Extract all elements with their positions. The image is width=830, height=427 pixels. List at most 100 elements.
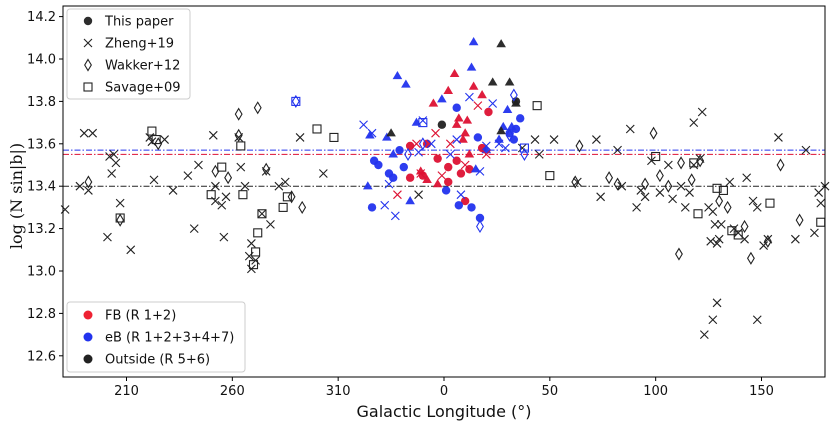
- data-point-savage-09-square: [251, 247, 261, 257]
- data-point-wakker-12-diamond: [418, 137, 427, 151]
- data-point-savage-09-square: [291, 96, 301, 106]
- data-point-zheng-19-x: [380, 200, 390, 210]
- data-point-wakker-12-diamond: [664, 179, 673, 193]
- legend-region-dot-icon: [83, 332, 93, 342]
- data-point-this-paper-triangle: [502, 104, 513, 114]
- data-point-zheng-19-x: [481, 150, 491, 159]
- legend-samples-label: This paper: [104, 15, 174, 30]
- data-point-zheng-19-x: [465, 92, 474, 102]
- data-point-wakker-12-diamond: [613, 177, 622, 191]
- legend-regions-label: eB (R 1+2+3+4+7): [105, 331, 234, 346]
- data-point-zheng-19-x: [437, 171, 447, 180]
- x-tick-label: 0: [440, 384, 448, 399]
- data-point-wakker-12-diamond: [795, 213, 804, 227]
- data-point-this-paper-triangle: [468, 81, 479, 90]
- data-point-zheng-19-x: [714, 234, 724, 244]
- data-point-wakker-12-diamond: [476, 219, 484, 234]
- data-point-this-paper-triangle: [504, 77, 515, 86]
- data-point-wakker-12-diamond: [234, 107, 243, 121]
- data-point-wakker-12-diamond: [404, 147, 412, 161]
- data-point-this-paper-triangle: [382, 132, 392, 141]
- data-point-zheng-19-x: [759, 241, 769, 250]
- data-point-zheng-19-x: [412, 139, 421, 149]
- data-point-zheng-19-x: [221, 192, 231, 202]
- data-point-savage-09-square: [206, 190, 216, 200]
- data-point-zheng-19-x: [716, 219, 726, 229]
- data-point-wakker-12-diamond: [675, 247, 683, 261]
- data-point-zheng-19-x: [500, 143, 510, 153]
- legend-dot-icon: [83, 16, 93, 26]
- data-point-zheng-19-x: [126, 245, 136, 255]
- data-point-zheng-19-x: [592, 135, 601, 144]
- data-point-zheng-19-x: [274, 181, 284, 191]
- data-point-zheng-19-x: [445, 139, 455, 149]
- legend-samples-label: Savage+09: [105, 81, 181, 96]
- data-point-zheng-19-x: [640, 192, 650, 202]
- data-point-zheng-19-x: [318, 169, 328, 178]
- data-point-savage-09-square: [733, 230, 743, 240]
- data-point-zheng-19-x: [414, 147, 423, 157]
- reference-lines: [63, 149, 825, 187]
- data-point-savage-09-square: [689, 158, 699, 168]
- y-tick-label: 12.6: [27, 349, 56, 364]
- data-point-savage-09-square: [115, 213, 125, 223]
- data-point-zheng-19-x: [725, 177, 735, 187]
- data-point-this-paper-triangle: [487, 77, 498, 86]
- data-point-this-paper-triangle: [496, 39, 506, 48]
- legend-region-dot-icon: [83, 310, 93, 320]
- data-point-this-paper-triangle: [437, 94, 447, 103]
- x-tick-label: 260: [220, 384, 245, 399]
- data-point-savage-09-square: [718, 185, 728, 195]
- data-point-wakker-12-diamond: [649, 126, 658, 140]
- data-point-zheng-19-x: [708, 315, 718, 325]
- data-point-this-paper-triangle: [454, 113, 464, 122]
- data-point-this-paper-circle: [456, 169, 466, 178]
- data-point-zheng-19-x: [217, 200, 227, 210]
- data-point-this-paper-circle: [405, 173, 415, 182]
- data-point-wakker-12-diamond: [723, 200, 732, 214]
- y-axis-title: log (N sin|b|): [7, 143, 26, 249]
- data-point-wakker-12-diamond: [262, 162, 271, 176]
- data-point-wakker-12-diamond: [575, 139, 584, 153]
- x-tick-label: 210: [114, 384, 139, 399]
- legend-regions-label: Outside (R 5+6): [105, 353, 210, 368]
- data-point-zheng-19-x: [257, 209, 267, 219]
- data-point-savage-09-square: [253, 228, 263, 238]
- legend-samples: This paper Zheng+19 Wakker+12 Savage+09: [66, 8, 191, 100]
- legend-regions-box: [66, 301, 246, 373]
- data-point-zheng-19-x: [710, 219, 720, 229]
- data-point-this-paper-circle: [467, 203, 476, 212]
- data-point-zheng-19-x: [481, 141, 491, 151]
- data-point-wakker-12-diamond: [224, 171, 233, 185]
- data-point-this-paper-triangle: [392, 70, 403, 80]
- data-point-this-paper-triangle: [401, 79, 411, 88]
- data-point-zheng-19-x: [149, 175, 159, 185]
- legend-regions-label: FB (R 1+2): [105, 309, 176, 324]
- data-point-zheng-19-x: [266, 219, 275, 229]
- data-point-zheng-19-x: [60, 205, 70, 214]
- data-point-zheng-19-x: [488, 99, 498, 108]
- data-point-zheng-19-x: [712, 298, 722, 308]
- data-point-zheng-19-x: [712, 239, 722, 248]
- y-tick-label: 13.0: [27, 265, 56, 280]
- data-point-this-paper-circle: [437, 120, 447, 129]
- data-point-zheng-19-x: [115, 198, 125, 208]
- data-point-savage-09-square: [545, 171, 555, 181]
- data-point-this-paper-triangle: [443, 85, 454, 94]
- data-point-this-paper-circle: [444, 177, 453, 187]
- data-point-this-paper-triangle: [468, 37, 479, 46]
- data-point-savage-09-square: [236, 141, 246, 151]
- data-point-zheng-19-x: [748, 196, 758, 206]
- data-point-this-paper-circle: [444, 162, 453, 172]
- legend-samples-entries: This paper Zheng+19 Wakker+12 Savage+09: [83, 15, 181, 96]
- data-point-zheng-19-x: [111, 158, 121, 168]
- data-point-zheng-19-x: [367, 128, 377, 138]
- legend-regions: FB (R 1+2) eB (R 1+2+3+4+7) Outside (R 5+6…: [66, 301, 246, 373]
- data-point-zheng-19-x: [414, 190, 423, 200]
- data-point-zheng-19-x: [816, 198, 826, 208]
- data-point-zheng-19-x: [473, 101, 483, 111]
- y-tick-label: 13.4: [27, 180, 56, 195]
- data-point-this-paper-circle: [473, 133, 483, 142]
- data-point-zheng-19-x: [663, 160, 673, 170]
